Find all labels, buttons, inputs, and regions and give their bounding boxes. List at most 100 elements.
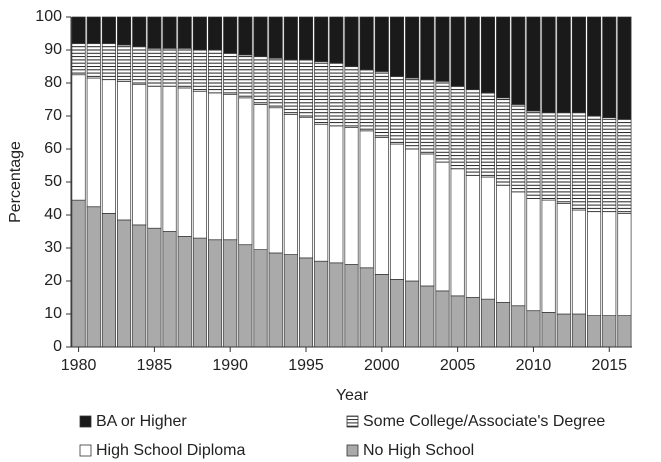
- bar-segment: [617, 118, 632, 214]
- bar-segment: [132, 224, 147, 348]
- bar-segment: [496, 97, 511, 186]
- bar-segment: [465, 297, 480, 348]
- bar-segment: [541, 199, 556, 313]
- bar-segment: [162, 47, 177, 87]
- bar-segment: [602, 211, 617, 316]
- bar-segment: [465, 89, 480, 176]
- bar-segment: [420, 16, 435, 81]
- bar-segment: [571, 313, 586, 348]
- y-tick-label: 10: [44, 305, 62, 322]
- bar-segment: [253, 249, 268, 348]
- bar-segment: [283, 59, 298, 115]
- x-tick-label: 2000: [364, 357, 400, 374]
- bar-segment: [283, 113, 298, 255]
- bar-segment: [617, 213, 632, 317]
- bar-segment: [147, 85, 162, 229]
- bar-segment: [389, 143, 405, 280]
- y-tick-label: 0: [53, 338, 62, 355]
- bar-segment: [253, 56, 268, 105]
- y-tick-label: 90: [44, 41, 62, 58]
- bar-segment: [480, 176, 495, 300]
- bar-segment: [177, 236, 192, 348]
- legend-label: No High School: [363, 442, 474, 459]
- legend-swatch: [346, 444, 359, 457]
- bar-segment: [480, 92, 495, 178]
- bar-segment: [405, 148, 420, 282]
- bar-segment: [283, 16, 298, 61]
- bar-segment: [420, 153, 435, 287]
- bar-segment: [541, 112, 556, 201]
- bar-segment: [101, 79, 116, 214]
- y-tick-label: 60: [44, 140, 62, 157]
- bar-segment: [314, 123, 329, 262]
- bar-segment: [435, 16, 450, 82]
- bar-segment: [238, 244, 253, 348]
- bar-segment: [617, 16, 632, 120]
- bar-segment: [314, 16, 329, 62]
- bar-segment: [298, 257, 314, 348]
- bar-segment: [298, 117, 314, 259]
- y-tick-label: 70: [44, 107, 62, 124]
- bar-segment: [86, 43, 101, 79]
- bar-segment: [374, 16, 389, 72]
- legend-swatch: [79, 444, 92, 457]
- bar-segment: [359, 267, 374, 348]
- bar-segment: [496, 302, 511, 348]
- bar-segment: [480, 16, 495, 94]
- bar-segment: [405, 16, 420, 79]
- bar-segment: [329, 262, 344, 348]
- bar-segment: [101, 16, 116, 44]
- bar-segment: [374, 274, 389, 348]
- bar-segment: [511, 16, 526, 105]
- y-tick-label: 20: [44, 272, 62, 289]
- bar-segment: [86, 206, 101, 348]
- bar-segment: [238, 54, 253, 99]
- bar-segment: [465, 16, 480, 90]
- bar-segment: [541, 16, 556, 114]
- bar-segment: [571, 16, 586, 114]
- bar-segment: [359, 130, 374, 269]
- bar-segment: [389, 279, 405, 348]
- bar-segment: [496, 184, 511, 303]
- bar-segment: [238, 16, 253, 56]
- bar-segment: [147, 16, 162, 49]
- bar-segment: [450, 16, 465, 87]
- bar-segment: [192, 49, 207, 92]
- bar-segment: [602, 117, 617, 213]
- bar-segment: [405, 280, 420, 348]
- bar-segment: [496, 16, 511, 99]
- bar-segment: [571, 209, 586, 315]
- x-axis-title: Year: [336, 387, 369, 404]
- bar-segment: [117, 219, 132, 348]
- bar-segment: [344, 16, 359, 67]
- bar-segment: [329, 62, 344, 127]
- bar-segment: [617, 315, 632, 348]
- y-axis-title: Percentage: [7, 141, 24, 223]
- bar-segment: [268, 107, 283, 254]
- bar-segment: [71, 16, 86, 44]
- bar-segment: [526, 16, 541, 112]
- y-tick-label: 40: [44, 206, 62, 223]
- bar-segment: [465, 175, 480, 298]
- bar-segment: [162, 16, 177, 49]
- bar-segment: [587, 211, 602, 316]
- x-tick-label: 1980: [61, 357, 97, 374]
- legend-swatch: [346, 415, 359, 428]
- bar-segment: [147, 47, 162, 87]
- bar-segment: [344, 264, 359, 348]
- bar-segment: [117, 16, 132, 46]
- bar-segment: [480, 298, 495, 348]
- bar-segment: [208, 16, 223, 51]
- bar-segment: [314, 260, 329, 348]
- x-tick-label: 2015: [591, 357, 627, 374]
- bar-segment: [359, 16, 374, 71]
- bar-segment: [253, 104, 268, 250]
- bar-segment: [192, 90, 207, 239]
- legend-label: High School Diploma: [96, 442, 246, 459]
- bar-segment: [511, 191, 526, 307]
- y-tick-label: 100: [35, 8, 62, 25]
- bar-segment: [450, 85, 465, 170]
- bar-segment: [253, 16, 268, 57]
- bar-segment: [117, 44, 132, 82]
